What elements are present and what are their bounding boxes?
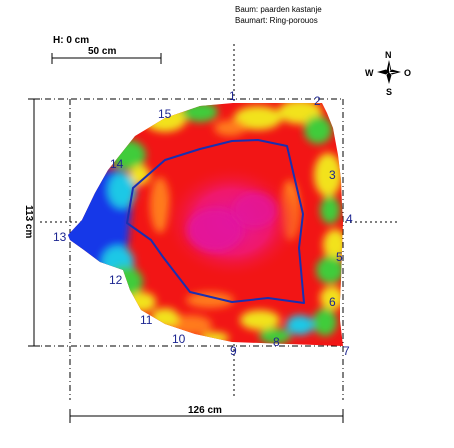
width-dimension-label: 126 cm — [188, 405, 222, 416]
compass-north-label: N — [385, 50, 392, 60]
tomogram-heatmap — [68, 103, 343, 346]
point-label: 6 — [329, 295, 336, 309]
measurement-height-label: H: 0 cm — [53, 35, 89, 46]
tree-species-label: Baum: paarden kastanje — [235, 5, 322, 14]
healthy-wood-outline — [126, 139, 305, 304]
point-label: 3 — [329, 168, 336, 182]
point-label: 5 — [336, 250, 343, 264]
point-label: 15 — [158, 107, 172, 121]
compass-west-label: W — [365, 68, 374, 78]
measurement-points: 1 2 3 4 5 6 7 8 9 10 11 12 13 14 15 — [53, 89, 353, 358]
wood-type-label: Baumart: Ring-porouos — [235, 16, 318, 25]
scale-bar — [51, 53, 162, 64]
point-label: 2 — [314, 94, 321, 108]
scale-bar-label: 50 cm — [88, 46, 116, 57]
point-label: 10 — [172, 332, 186, 346]
compass-icon: N S W O — [365, 50, 411, 97]
point-label: 4 — [346, 212, 353, 226]
compass-east-label: O — [404, 68, 411, 78]
point-label: 12 — [109, 273, 123, 287]
point-label: 1 — [229, 89, 236, 103]
compass-south-label: S — [386, 87, 392, 97]
point-label: 8 — [273, 335, 280, 349]
height-dimension-label: 113 cm — [23, 205, 34, 238]
point-label: 13 — [53, 230, 67, 244]
point-label: 9 — [230, 344, 237, 358]
point-label: 14 — [110, 157, 124, 171]
point-label: 11 — [140, 313, 153, 327]
point-label: 7 — [343, 344, 350, 358]
